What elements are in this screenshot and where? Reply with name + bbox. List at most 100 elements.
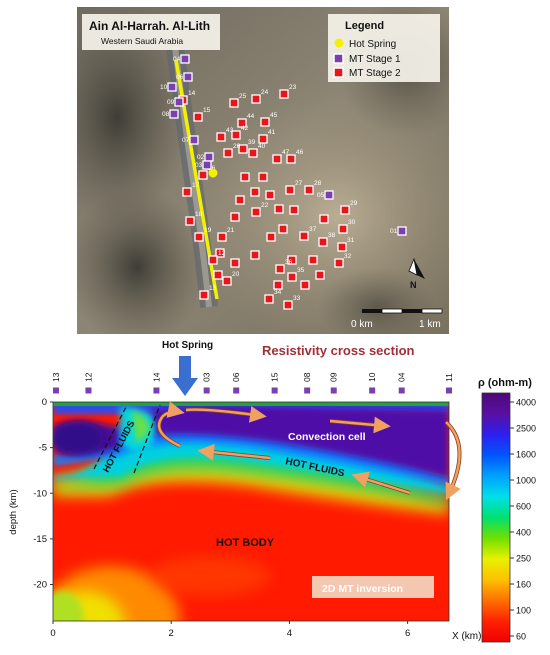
map-station-label: 06: [176, 74, 184, 81]
map-station-stage2: [260, 117, 270, 127]
map-station-label: 44: [247, 113, 255, 120]
map-station-stage2: [216, 132, 226, 142]
section-station-label: 14: [151, 372, 161, 382]
colorbar: [481, 392, 511, 643]
map-station-stage2: [299, 231, 309, 241]
map-title: Ain Al-Harrah. Al-Lith: [89, 19, 210, 33]
colorbar-title: ρ (ohm-m): [478, 377, 532, 389]
map-station-stage2: [258, 172, 268, 182]
map-station-label: 03: [195, 162, 203, 169]
map-title-box: Ain Al-Harrah. Al-Lith Western Saudi Ara…: [82, 14, 220, 50]
y-axis-ticks: 0 -5 -10 -15 -20: [33, 397, 53, 591]
map-station-stage2: [283, 300, 293, 310]
map-station-label: 02: [197, 154, 205, 161]
section-stations: 13 12 14 03 06 15 08 09 10 04 11: [51, 372, 454, 395]
y-tick-label: -20: [33, 580, 47, 591]
map-station-stage2: [215, 248, 225, 258]
map-station-label: 17: [192, 182, 200, 189]
legend-stage1-label: MT Stage 1: [349, 54, 401, 65]
inversion-label: 2D MT inversion: [322, 583, 403, 595]
map-station-label: 09: [167, 99, 175, 106]
map-station-stage2: [337, 242, 347, 252]
map-station-label: 27: [295, 180, 303, 187]
y-axis-label: depth (km): [8, 489, 19, 534]
map-station-label: 29: [350, 200, 358, 207]
map-station-label: 32: [344, 253, 352, 260]
map-station-label: 41: [268, 129, 276, 136]
section-station-label: 15: [270, 372, 280, 382]
map-station-label: 39: [248, 139, 256, 146]
map-station-label: 15: [203, 107, 211, 114]
legend-stage2-label: MT Stage 2: [349, 68, 401, 79]
map-station-label: 24: [261, 89, 269, 96]
map-station-label: 36: [285, 259, 293, 266]
map-station-stage2: [287, 255, 297, 265]
hot-spring-label: Hot Spring: [162, 340, 213, 351]
hot-spring-arrow-icon: [172, 356, 198, 396]
map-station-stage2: [194, 232, 204, 242]
section-station-label: 13: [51, 372, 61, 382]
map-station-label: 10: [160, 84, 168, 91]
resistivity-plot: [53, 402, 449, 621]
map-station-label: 19: [204, 227, 212, 234]
north-label: N: [410, 280, 417, 290]
map-station-stage2: [213, 270, 223, 280]
y-tick-label: -10: [33, 488, 47, 499]
map-station-label: 30: [348, 219, 356, 226]
map-station-stage2: [248, 148, 258, 158]
section-station-label: 06: [231, 372, 241, 382]
map-station-label: 20: [232, 271, 240, 278]
map-station-stage2: [285, 185, 295, 195]
map-subtitle: Western Saudi Arabia: [101, 36, 183, 46]
map-station-stage2: [315, 270, 325, 280]
map-station-label: 31: [347, 237, 355, 244]
section-station-marker: [51, 386, 60, 395]
map-station-stage2: [278, 224, 288, 234]
map-station-label: 18: [195, 211, 203, 218]
map-station-label: 21: [227, 227, 235, 234]
map-station-stage2: [319, 214, 329, 224]
section-station-label: 11: [444, 373, 454, 382]
map-station-label: 04: [173, 56, 181, 63]
map-station-stage2: [265, 190, 275, 200]
map-station-stage1: [167, 82, 177, 92]
north-arrow-icon: N: [408, 257, 425, 290]
map-station-stage2: [182, 187, 192, 197]
map-station-label: 37: [309, 226, 317, 233]
hot-body-label: HOT BODY: [216, 537, 275, 549]
map-station-stage2: [230, 258, 240, 268]
map-station-stage1: [183, 72, 193, 82]
map-station-stage2: [231, 130, 241, 140]
section-station-marker: [232, 386, 241, 395]
plot-frame: [52, 401, 450, 622]
map-station-label: 43: [226, 127, 234, 134]
map-station-stage2: [238, 144, 248, 154]
section-station-marker: [368, 386, 377, 395]
map-station-stage2: [300, 280, 310, 290]
map-station-label: 34: [274, 289, 282, 296]
map-station-stage2: [304, 185, 314, 195]
map-station-stage2: [250, 187, 260, 197]
map-station-label: 47: [282, 149, 290, 156]
section-station-marker: [397, 386, 406, 395]
colorbar-tick-label: 400: [516, 528, 531, 538]
map-station-label: 16: [208, 165, 216, 172]
fault-line-right: [133, 404, 161, 474]
y-tick-label: -5: [39, 443, 47, 454]
map-station-stage2: [340, 205, 350, 215]
colorbar-tick-label: 4000: [516, 398, 536, 408]
resistivity-section: Resistivity cross section Hot Spring: [8, 340, 536, 643]
map-station-stage2: [264, 294, 274, 304]
convection-arrows: [157, 401, 462, 501]
map-station-label: 38: [328, 232, 336, 239]
x-axis-ticks: 0 2 4 6: [50, 621, 410, 639]
map-station-stage1: [324, 190, 334, 200]
map-station-stage2: [273, 280, 283, 290]
section-station-marker: [152, 386, 161, 395]
map-station-label: 26: [233, 143, 241, 150]
map-station-label: 46: [296, 149, 304, 156]
map-station-stage2: [275, 264, 285, 274]
hot-spring-marker: [208, 168, 218, 178]
map-station-label: 35: [297, 267, 305, 274]
